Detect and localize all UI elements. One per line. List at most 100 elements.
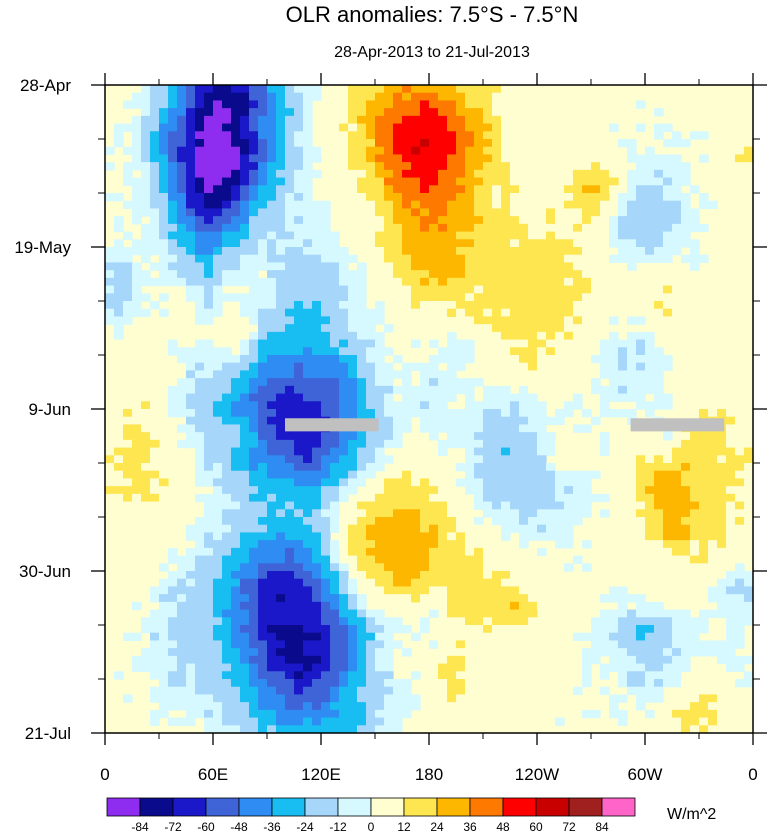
heatmap-cell — [582, 540, 592, 549]
heatmap-cell — [195, 362, 205, 372]
heatmap-cell — [276, 146, 286, 156]
heatmap-cell — [222, 586, 232, 595]
heatmap-cell — [186, 370, 196, 379]
heatmap-cell — [510, 517, 520, 526]
heatmap-cell — [546, 524, 556, 534]
heatmap-cell — [708, 509, 718, 518]
heatmap-cell — [627, 640, 637, 649]
heatmap-cell — [546, 277, 556, 287]
heatmap-cell — [519, 355, 529, 364]
heatmap-cell — [672, 655, 682, 665]
heatmap-cell — [249, 432, 259, 441]
heatmap-cell — [204, 571, 214, 580]
heatmap-cell — [114, 262, 124, 271]
heatmap-cell — [726, 501, 736, 510]
heatmap-cell — [294, 547, 304, 557]
heatmap-cell — [375, 339, 385, 348]
heatmap-cell — [168, 632, 178, 642]
heatmap-cell — [213, 154, 223, 163]
heatmap-cell — [519, 532, 529, 541]
heatmap-cell — [420, 586, 430, 595]
heatmap-cell — [330, 247, 340, 256]
heatmap-cell — [735, 146, 745, 156]
heatmap-cell — [348, 355, 358, 364]
heatmap-cell — [735, 447, 745, 456]
colorbar-label: 24 — [430, 820, 444, 834]
heatmap-cell — [492, 385, 502, 395]
heatmap-cell — [384, 123, 394, 132]
heatmap-cell — [375, 609, 385, 618]
heatmap-cell — [330, 100, 340, 109]
heatmap-cell — [465, 385, 475, 395]
heatmap-cell — [186, 409, 196, 418]
heatmap-cell — [150, 463, 160, 472]
heatmap-cell — [303, 486, 313, 495]
heatmap-cell — [240, 486, 250, 495]
heatmap-cell — [195, 216, 205, 225]
heatmap-cell — [636, 393, 646, 402]
heatmap-cell — [294, 517, 304, 526]
heatmap-cell — [465, 254, 475, 264]
heatmap-cell — [546, 293, 556, 302]
heatmap-cell — [141, 470, 151, 480]
heatmap-cell — [159, 169, 169, 179]
heatmap-cell — [366, 486, 376, 495]
heatmap-cell — [636, 200, 646, 210]
heatmap-cell — [204, 686, 214, 696]
heatmap-cell — [636, 293, 646, 302]
heatmap-cell — [159, 216, 169, 225]
heatmap-cell — [195, 594, 205, 603]
heatmap-cell — [456, 362, 466, 372]
heatmap-cell — [510, 177, 520, 186]
heatmap-cell — [474, 478, 484, 487]
heatmap-cell — [276, 455, 286, 464]
heatmap-cell — [465, 694, 475, 703]
heatmap-cell — [267, 115, 277, 125]
heatmap-cell — [645, 625, 655, 634]
heatmap-cell — [285, 401, 295, 410]
heatmap-cell — [402, 115, 412, 125]
heatmap-cell — [177, 686, 187, 696]
heatmap-cell — [240, 648, 250, 657]
heatmap-cell — [213, 362, 223, 372]
heatmap-cell — [501, 92, 511, 102]
heatmap-cell — [726, 655, 736, 665]
heatmap-cell — [546, 486, 556, 495]
heatmap-cell — [339, 146, 349, 156]
heatmap-cell — [690, 725, 700, 733]
heatmap-cell — [159, 262, 169, 271]
heatmap-cell — [285, 162, 295, 171]
heatmap-cell — [348, 694, 358, 703]
heatmap-cell — [465, 601, 475, 611]
heatmap-cell — [645, 301, 655, 310]
heatmap-cell — [492, 393, 502, 402]
heatmap-cell — [420, 547, 430, 557]
heatmap-cell — [636, 231, 646, 240]
heatmap-cell — [348, 308, 358, 318]
heatmap-cell — [195, 517, 205, 526]
heatmap-cell — [150, 617, 160, 626]
y-tick-label: 30-Jun — [19, 562, 71, 581]
heatmap-cell — [258, 362, 268, 372]
heatmap-cell — [645, 239, 655, 248]
heatmap-cell — [375, 308, 385, 318]
heatmap-cell — [375, 640, 385, 649]
heatmap-cell — [429, 185, 439, 194]
heatmap-cell — [744, 439, 753, 449]
heatmap-cell — [528, 478, 538, 487]
heatmap-cell — [330, 409, 340, 418]
heatmap-cell — [528, 424, 538, 433]
heatmap-cell — [204, 594, 214, 603]
heatmap-cell — [636, 524, 646, 534]
heatmap-cell — [402, 679, 412, 688]
heatmap-cell — [519, 517, 529, 526]
heatmap-cell — [213, 231, 223, 240]
heatmap-cell — [285, 200, 295, 210]
heatmap-cell — [366, 216, 376, 225]
heatmap-cell — [555, 447, 565, 456]
heatmap-cell — [393, 185, 403, 194]
heatmap-cell — [519, 231, 529, 240]
heatmap-cell — [141, 247, 151, 256]
heatmap-cell — [195, 185, 205, 194]
heatmap-cell — [465, 139, 475, 148]
